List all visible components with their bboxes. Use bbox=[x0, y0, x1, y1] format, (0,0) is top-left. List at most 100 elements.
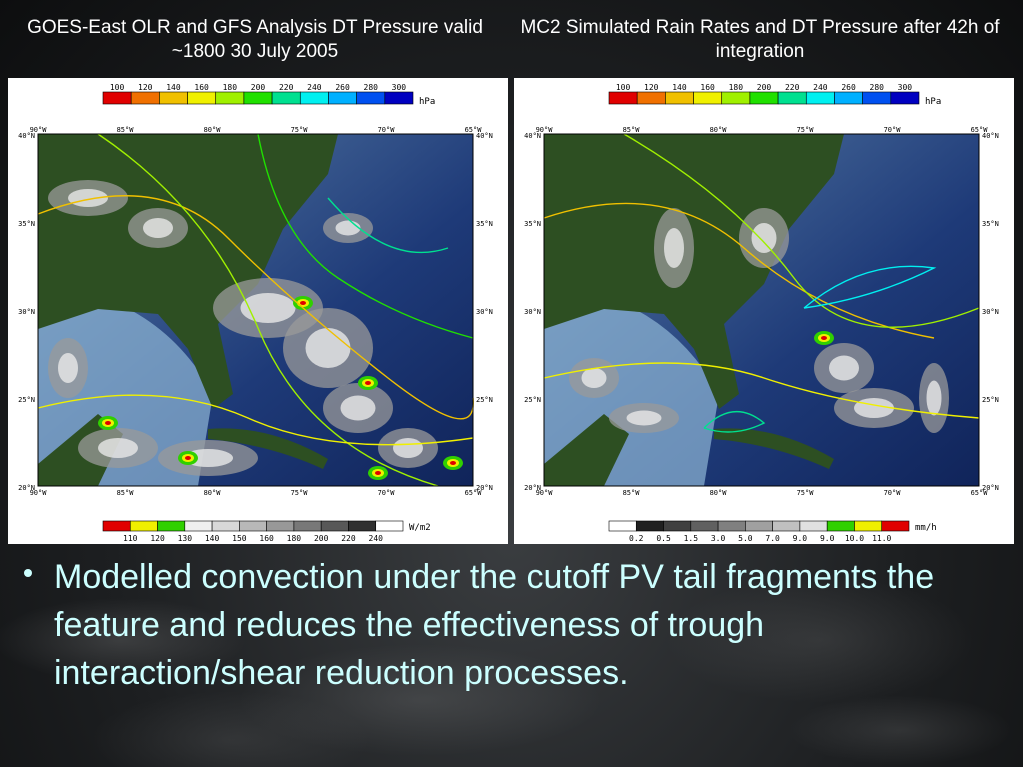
pressure-tick-label: 100 bbox=[110, 83, 125, 92]
cloud-core bbox=[626, 410, 662, 426]
pressure-tick-label: 280 bbox=[364, 83, 379, 92]
cloud-core bbox=[58, 353, 78, 383]
cloud-core bbox=[335, 220, 361, 236]
lat-label-right: 25°N bbox=[982, 396, 999, 404]
lon-label-bottom: 80°W bbox=[204, 489, 222, 497]
pressure-contour bbox=[703, 410, 766, 433]
pressure-tick-label: 200 bbox=[757, 83, 772, 92]
lat-label-right: 30°N bbox=[476, 308, 493, 316]
lon-label-bottom: 65°W bbox=[465, 489, 483, 497]
scale-tick-label: 9.0 bbox=[820, 534, 835, 543]
lon-label-bottom: 65°W bbox=[971, 489, 989, 497]
pressure-color-swatch bbox=[299, 91, 329, 105]
scale-color-swatch bbox=[799, 520, 828, 532]
lon-label-top: 90°W bbox=[30, 126, 48, 134]
scale-tick-label: 10.0 bbox=[845, 534, 864, 543]
scale-color-swatch bbox=[635, 520, 664, 532]
land-yucatan bbox=[544, 414, 629, 486]
pressure-contour bbox=[97, 133, 439, 487]
scale-tick-label: 140 bbox=[205, 534, 220, 543]
pressure-contour bbox=[543, 202, 935, 339]
pressure-color-swatch bbox=[749, 91, 779, 105]
lon-label-top: 75°W bbox=[291, 126, 309, 134]
pressure-color-swatch bbox=[356, 91, 386, 105]
lat-label-left: 20°N bbox=[524, 484, 541, 492]
pressure-color-swatch bbox=[243, 91, 273, 105]
cloud-core bbox=[751, 223, 777, 253]
lon-label-bottom: 75°W bbox=[291, 489, 309, 497]
pressure-tick-label: 120 bbox=[138, 83, 153, 92]
pressure-contour bbox=[327, 197, 449, 254]
land-north-america bbox=[544, 134, 844, 409]
lon-label-top: 90°W bbox=[536, 126, 554, 134]
lat-label-left: 25°N bbox=[18, 396, 35, 404]
lon-label-bottom: 85°W bbox=[623, 489, 641, 497]
lon-label-bottom: 90°W bbox=[30, 489, 48, 497]
pressure-color-swatch bbox=[665, 91, 694, 105]
pressure-tick-label: 100 bbox=[616, 83, 631, 92]
lat-label-left: 25°N bbox=[524, 396, 541, 404]
cloud-core bbox=[68, 189, 108, 207]
cloud-core bbox=[581, 368, 607, 388]
lat-label-left: 20°N bbox=[18, 484, 35, 492]
right-panel-title: MC2 Simulated Rain Rates and DT Pressure… bbox=[520, 17, 1000, 62]
lat-label-right: 35°N bbox=[982, 220, 999, 228]
lon-label-bottom: 80°W bbox=[710, 489, 728, 497]
scale-color-swatch bbox=[826, 520, 855, 532]
scale-tick-label: 130 bbox=[178, 534, 193, 543]
pressure-unit-label: hPa bbox=[419, 97, 435, 107]
rain-map-figure: 100 120 140 160 180 200 220 240 260 280 300 hPa 90°W… bbox=[524, 83, 999, 543]
cloud-core bbox=[143, 218, 173, 238]
lon-label-top: 75°W bbox=[797, 126, 815, 134]
scale-color-swatch bbox=[129, 520, 158, 532]
pressure-tick-label: 300 bbox=[392, 83, 407, 92]
pressure-contour bbox=[257, 133, 474, 339]
pressure-color-swatch bbox=[834, 91, 863, 105]
pressure-tick-label: 180 bbox=[223, 83, 238, 92]
convection-red bbox=[821, 336, 827, 340]
lat-label-left: 40°N bbox=[524, 132, 541, 140]
pressure-contour bbox=[37, 394, 474, 446]
scale-tick-label: 160 bbox=[259, 534, 274, 543]
convection-red bbox=[365, 381, 371, 385]
cloud-core bbox=[664, 228, 684, 268]
pressure-tick-label: 160 bbox=[194, 83, 209, 92]
lon-label-top: 70°W bbox=[378, 126, 396, 134]
cloud-core bbox=[829, 355, 859, 381]
pressure-color-swatch bbox=[130, 91, 160, 105]
convection-red bbox=[105, 421, 111, 425]
pressure-color-swatch bbox=[271, 91, 301, 105]
pressure-contour bbox=[543, 362, 980, 419]
pressure-tick-label: 220 bbox=[785, 83, 800, 92]
scale-color-swatch bbox=[854, 520, 883, 532]
pressure-color-swatch bbox=[328, 91, 357, 105]
pressure-tick-label: 140 bbox=[672, 83, 687, 92]
olr-map-figure: 100 120 140 160 180 200 220 240 260 280 300 hPa 90°W… bbox=[18, 83, 493, 543]
lon-label-top: 80°W bbox=[710, 126, 728, 134]
scale-color-swatch bbox=[690, 520, 719, 532]
map-body bbox=[37, 133, 474, 487]
land-cuba bbox=[714, 428, 834, 469]
lat-label-left: 40°N bbox=[18, 132, 35, 140]
pressure-tick-label: 140 bbox=[166, 83, 181, 92]
scale-color-swatch bbox=[375, 520, 404, 532]
cloud-core bbox=[240, 293, 296, 323]
pressure-color-swatch bbox=[805, 91, 835, 105]
scale-color-swatch bbox=[745, 520, 773, 532]
pressure-color-swatch bbox=[384, 91, 414, 105]
map-frame bbox=[543, 133, 980, 487]
left-panel-title: GOES-East OLR and GFS Analysis DT Pressu… bbox=[27, 17, 483, 62]
cloud-core bbox=[98, 438, 138, 458]
cloud-core bbox=[393, 438, 423, 458]
scale-tick-label: 220 bbox=[341, 534, 356, 543]
pressure-tick-label: 240 bbox=[307, 83, 322, 92]
cloud-core bbox=[305, 328, 351, 368]
scale-tick-label: 120 bbox=[150, 534, 165, 543]
scale-tick-label: 150 bbox=[232, 534, 247, 543]
pressure-unit-label: hPa bbox=[925, 97, 941, 107]
right-map-panel: 100 120 140 160 180 200 220 240 260 280 300 hPa 90°W… bbox=[514, 78, 1014, 544]
pressure-tick-label: 200 bbox=[251, 83, 266, 92]
pressure-tick-label: 280 bbox=[870, 83, 885, 92]
lat-label-right: 40°N bbox=[476, 132, 493, 140]
cloud-core bbox=[926, 380, 942, 416]
